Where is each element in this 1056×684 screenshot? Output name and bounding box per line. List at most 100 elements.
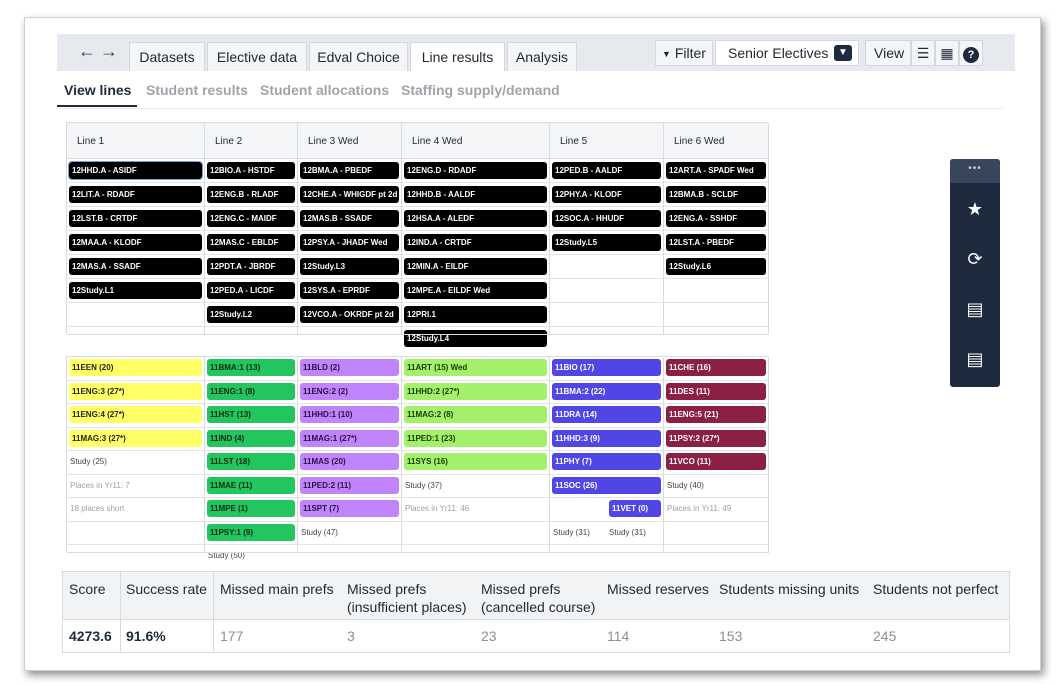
course-block[interactable]: 11MAG:3 (27*) xyxy=(69,429,202,447)
course-block[interactable]: 12Study.L5 xyxy=(552,234,661,251)
course-block[interactable]: 12HHD.B - AALDF xyxy=(404,186,547,203)
course-block[interactable]: 11VET (0) xyxy=(609,500,661,517)
help-icon[interactable]: ? xyxy=(959,40,983,66)
course-block[interactable]: 12HHD.A - ASIDF xyxy=(68,161,203,180)
course-block[interactable]: 12ENG.C - MAIDF xyxy=(207,210,295,227)
course-block[interactable]: 11MAG:2 (8) xyxy=(404,406,547,423)
export-sheet-icon[interactable]: ▤ xyxy=(966,349,984,369)
course-block[interactable]: 11PED:1 (23) xyxy=(404,429,547,447)
course-block[interactable]: 12SYS.A - EPRDF xyxy=(300,282,399,299)
course-block[interactable]: 12HSA.A - ALEDF xyxy=(404,210,547,227)
course-block[interactable]: 12MAS.B - SSADF xyxy=(300,210,399,227)
course-block[interactable]: 12ART.A - SPADF Wed xyxy=(666,162,766,179)
placement-note: Places in Yr11: 49 xyxy=(667,504,732,513)
course-block[interactable]: 11HST (13) xyxy=(207,406,295,423)
course-block[interactable]: 11IND (4) xyxy=(207,429,295,447)
tab-edval-choice[interactable]: Edval Choice xyxy=(309,42,408,71)
tab-analysis[interactable]: Analysis xyxy=(507,42,577,71)
course-block[interactable]: 12MAA.A - KLODF xyxy=(69,234,202,251)
course-block[interactable]: 11BLD (2) xyxy=(300,359,399,376)
course-block[interactable]: 11ENG:3 (27*) xyxy=(69,382,202,400)
course-block[interactable]: 12Study.L2 xyxy=(207,306,295,323)
course-block[interactable]: 12Study.L1 xyxy=(69,282,202,299)
study-count: Study (40) xyxy=(667,480,704,490)
course-block[interactable]: 11ENG:5 (21) xyxy=(666,406,766,423)
tab-line-results[interactable]: Line results xyxy=(410,42,505,71)
course-block[interactable]: 11BMA:2 (22) xyxy=(552,382,661,400)
course-block[interactable]: 11CHE (16) xyxy=(666,359,766,376)
course-block[interactable]: 11MAG:1 (27*) xyxy=(300,429,399,447)
course-block[interactable]: 12CHE.A - WHIGDF pt 2d xyxy=(300,186,399,203)
course-block[interactable]: 11BIO (17) xyxy=(552,359,661,376)
course-block[interactable]: 11HHD:2 (27*) xyxy=(404,382,547,400)
course-block[interactable]: 11MAE (11) xyxy=(207,476,295,494)
course-block[interactable]: 11SOC (26) xyxy=(552,476,661,494)
course-block[interactable]: 12Study.L6 xyxy=(666,258,766,275)
course-block[interactable]: 12IND.A - CRTDF xyxy=(404,234,547,251)
course-block[interactable]: 12MAS.A - SSADF xyxy=(69,258,202,275)
subtab-staffing-supply-demand[interactable]: Staffing supply/demand xyxy=(401,82,560,98)
tab-datasets[interactable]: Datasets xyxy=(129,42,205,71)
course-block[interactable]: 12Study.L3 xyxy=(300,258,399,275)
course-block[interactable]: 12MIN.A - EILDF xyxy=(404,258,547,275)
course-block[interactable]: 12VCO.A - OKRDF pt 2d xyxy=(300,306,399,323)
course-block[interactable]: 12BMA.A - PBEDF xyxy=(300,162,399,179)
subtab-view-lines[interactable]: View lines xyxy=(64,82,132,98)
course-block[interactable]: 12ENG.B - RLADF xyxy=(207,186,295,203)
header-success-rate: Success rate xyxy=(126,581,207,597)
course-block[interactable]: 12BIO.A - HSTDF xyxy=(207,162,295,179)
course-block[interactable]: 11PHY (7) xyxy=(552,453,661,470)
star-icon[interactable]: ★ xyxy=(966,199,984,219)
course-block[interactable]: 11ENG:1 (8) xyxy=(207,382,295,400)
course-block[interactable]: 12BMA.B - SCLDF xyxy=(666,186,766,203)
back-arrow-icon[interactable]: ← xyxy=(78,41,96,61)
course-block[interactable]: 12PHY.A - KLODF xyxy=(552,186,661,203)
course-block[interactable]: 11ENG:2 (2) xyxy=(300,382,399,400)
forward-arrow-icon[interactable]: → xyxy=(100,41,118,61)
row-divider xyxy=(664,206,768,207)
course-block[interactable]: 11HHD:3 (9) xyxy=(552,429,661,447)
course-block[interactable]: 11HHD:1 (10) xyxy=(300,406,399,423)
course-block[interactable]: 11DRA (14) xyxy=(552,406,661,423)
course-block[interactable]: 11PED:2 (11) xyxy=(300,476,399,494)
course-block[interactable]: 12MPE.A - EILDF Wed xyxy=(404,282,547,299)
course-block[interactable]: 12PSY.A - JHADF Wed xyxy=(300,234,399,251)
panel-drag-handle[interactable]: ••• xyxy=(950,159,1000,183)
course-block[interactable]: 12ENG.A - SSHDF xyxy=(666,210,766,227)
course-block[interactable]: 11MAS (20) xyxy=(300,453,399,470)
course-block[interactable]: 12LST.B - CRTDF xyxy=(69,210,202,227)
view-button[interactable]: View xyxy=(865,40,911,66)
course-block[interactable]: 11LST (18) xyxy=(207,453,295,470)
course-block[interactable]: 11VCO (11) xyxy=(666,453,766,470)
course-block[interactable]: 11ART (15) Wed xyxy=(404,359,547,376)
filter-button[interactable]: ▼ Filter xyxy=(655,40,713,66)
course-block[interactable]: 12PED.A - LICDF xyxy=(207,282,295,299)
add-sheet-icon[interactable]: ▤ xyxy=(966,299,984,319)
row-divider xyxy=(298,497,401,498)
course-block[interactable]: 12PRI.1 xyxy=(404,306,547,323)
course-block[interactable]: 11PSY:1 (9) xyxy=(207,523,295,541)
course-block[interactable]: 12PDT.A - JBRDF xyxy=(207,258,295,275)
course-block[interactable]: 12ENG.D - RDADF xyxy=(404,162,547,179)
course-block[interactable]: 12MAS.C - EBLDF xyxy=(207,234,295,251)
course-block[interactable]: 11PSY:2 (27*) xyxy=(666,429,766,447)
course-block[interactable]: 11DES (11) xyxy=(666,382,766,400)
course-block[interactable]: 12Study.L4 xyxy=(404,330,547,347)
course-block[interactable]: 12PED.B - AALDF xyxy=(552,162,661,179)
course-block[interactable]: 12LIT.A - RDADF xyxy=(69,186,202,203)
dataset-select[interactable]: Senior Electives ▼ xyxy=(715,40,859,66)
course-block[interactable]: 11BMA:1 (13) xyxy=(207,359,295,376)
table-view-icon[interactable]: ▦ xyxy=(935,40,959,66)
course-block[interactable]: 12SOC.A - HHUDF xyxy=(552,210,661,227)
list-view-icon[interactable]: ☰ xyxy=(911,40,935,66)
course-block[interactable]: 11MPE (1) xyxy=(207,500,295,517)
subtab-student-results[interactable]: Student results xyxy=(146,82,248,98)
tab-elective-data[interactable]: Elective data xyxy=(207,42,307,71)
course-block[interactable]: 11EEN (20) xyxy=(69,359,202,376)
course-block[interactable]: 11SPT (7) xyxy=(300,500,399,517)
subtab-student-allocations[interactable]: Student allocations xyxy=(260,82,390,98)
course-block[interactable]: 12LST.A - PBEDF xyxy=(666,234,766,251)
course-block[interactable]: 11ENG:4 (27*) xyxy=(69,406,202,423)
refresh-icon[interactable]: ⟳ xyxy=(967,249,983,269)
course-block[interactable]: 11SYS (16) xyxy=(404,453,547,470)
